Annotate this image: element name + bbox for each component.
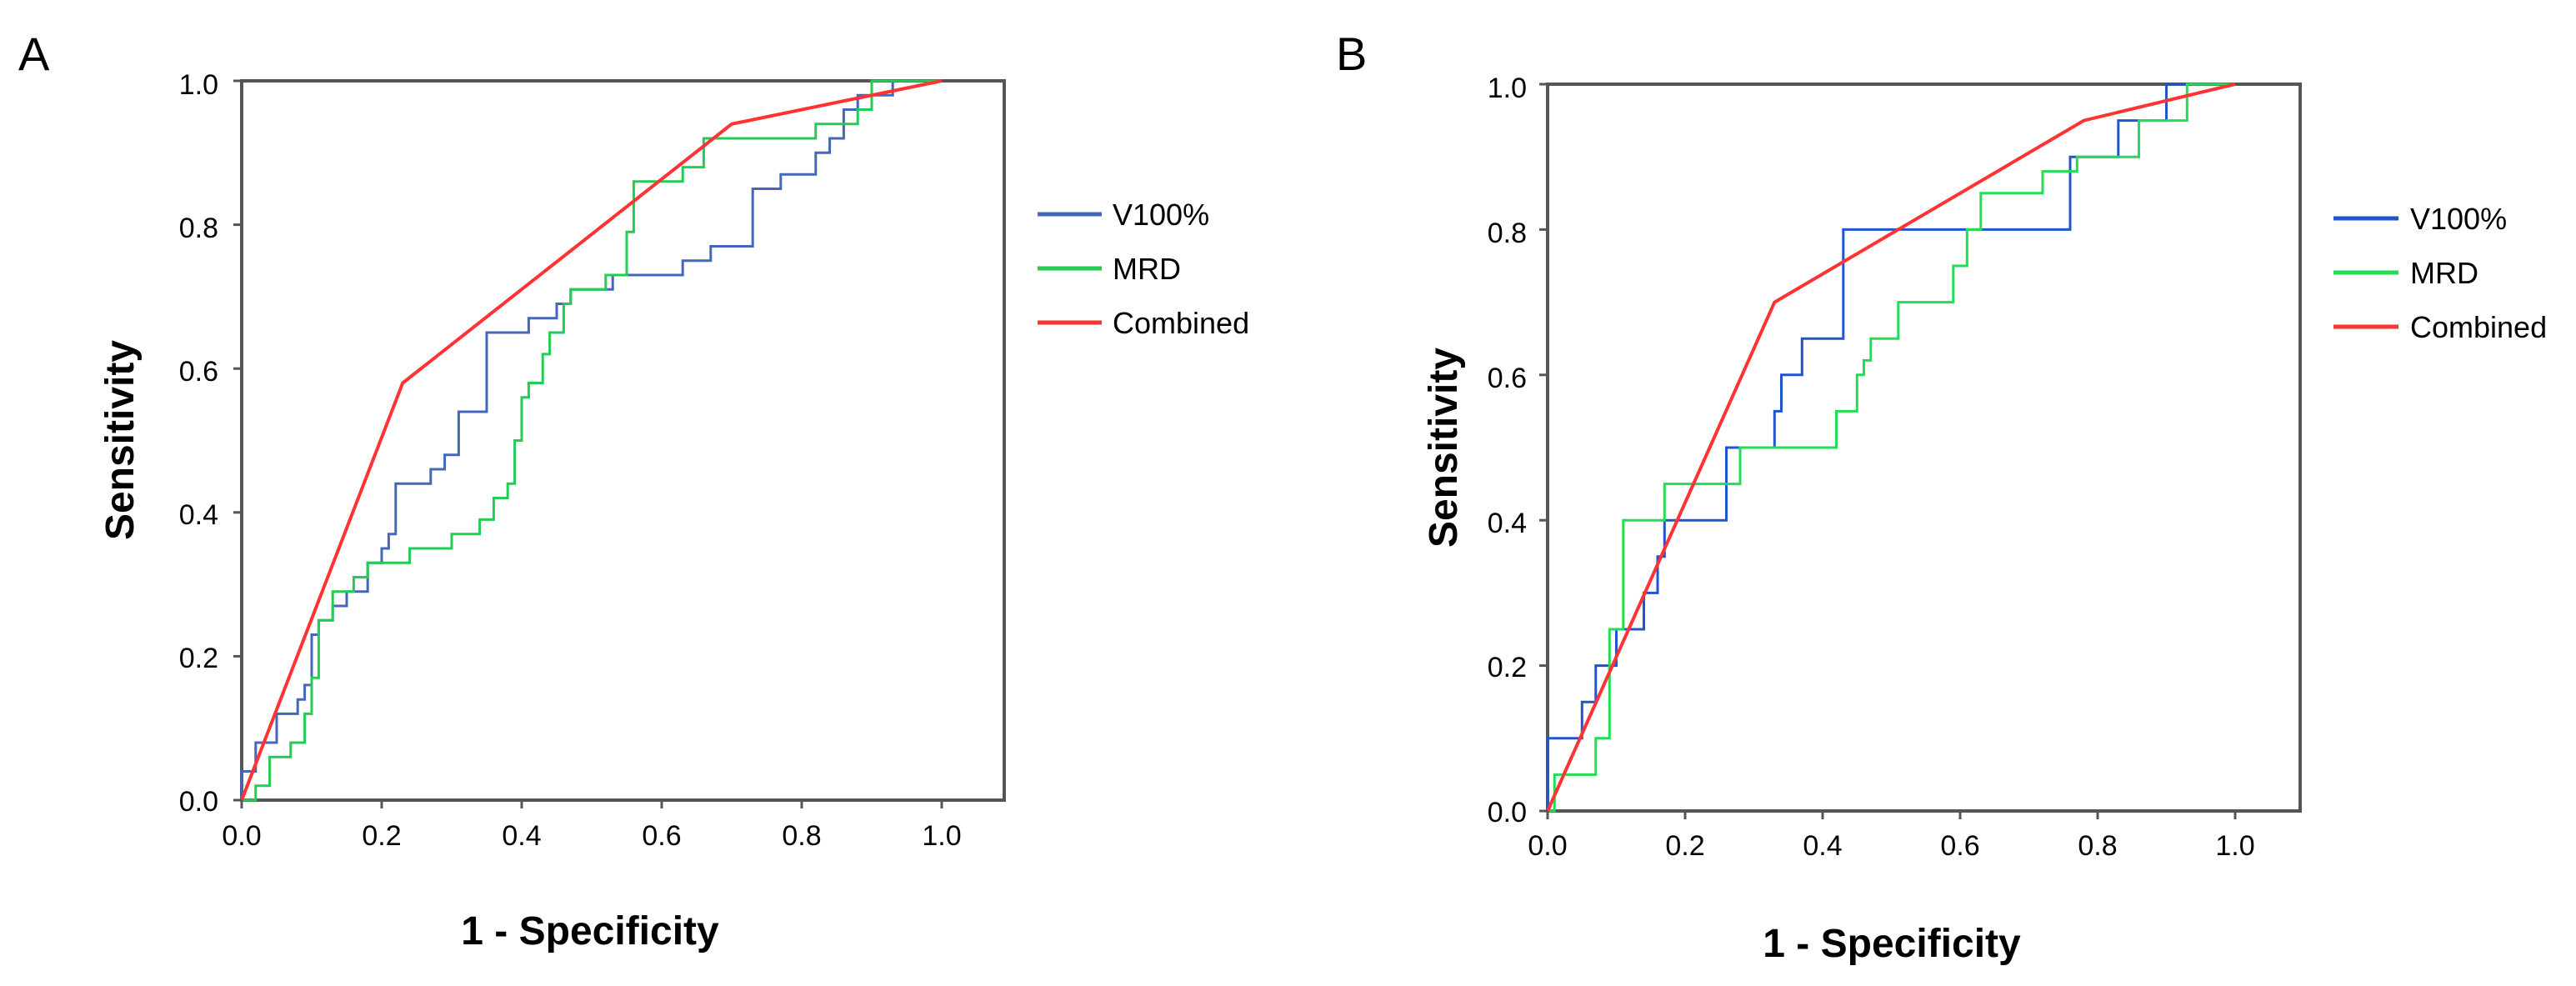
panel-b-x-tick-label: 1.0	[2215, 830, 2254, 862]
panel-a-y-tick-label: 0.6	[179, 356, 218, 388]
panel-a-x-tick-label: 1.0	[922, 820, 961, 852]
panel-a-x-axis-title: 1 - Specificity	[461, 909, 719, 953]
panel-a-legend: V100% MRD Combined	[1038, 198, 1249, 340]
panel-b-x-tick-label: 0.0	[1528, 830, 1567, 862]
panel-a-x-tick-label: 0.2	[362, 820, 401, 852]
panel-a-x-tick-label: 0.6	[642, 820, 681, 852]
panel-b-legend: V100% MRD Combined	[2333, 202, 2547, 344]
panel-b-y-tick-label: 0.2	[1488, 652, 1527, 683]
panel-b-series-combined	[1546, 83, 2236, 812]
panel-b-legend-label-combined: Combined	[2410, 310, 2547, 344]
panel-b-legend-label-v100: V100%	[2410, 202, 2507, 236]
panel-a-y-tick-labels: 0.0 0.2 0.4 0.6 0.8 1.0	[179, 69, 218, 818]
panel-a: A 0.0 0.2 0.4 0.6 0.8 1.0 0.0 0.2 0.4 0.…	[18, 28, 1249, 953]
panel-b-x-tick-labels: 0.0 0.2 0.4 0.6 0.8 1.0	[1528, 830, 2254, 862]
panel-b-y-tick-label: 0.0	[1488, 797, 1527, 828]
panel-a-y-tick-label: 0.4	[179, 499, 218, 531]
panel-a-x-tick-label: 0.4	[502, 820, 541, 852]
panel-a-letter: A	[18, 28, 50, 80]
panel-b-y-tick-label: 0.4	[1488, 508, 1527, 539]
panel-a-legend-label-combined: Combined	[1113, 306, 1249, 340]
panel-b-series-v100	[1546, 83, 2235, 811]
panel-a-y-tick-label: 0.0	[179, 786, 218, 818]
panel-a-plot-frame	[240, 79, 1006, 802]
panel-b-y-tick-label: 0.8	[1488, 218, 1527, 249]
panel-a-y-tick-label: 1.0	[179, 69, 218, 101]
panel-b-y-tick-label: 0.6	[1488, 363, 1527, 394]
panel-a-x-tick-label: 0.0	[222, 820, 261, 852]
panel-b-y-tick-label: 1.0	[1488, 73, 1527, 104]
panel-a-x-tick-label: 0.8	[782, 820, 821, 852]
panel-a-legend-label-mrd: MRD	[1113, 252, 1181, 286]
panel-a-x-tick-labels: 0.0 0.2 0.4 0.6 0.8 1.0	[222, 820, 961, 852]
panel-b-series-mrd	[1548, 83, 2235, 813]
panel-a-ticks	[233, 79, 943, 808]
panel-a-series-combined	[240, 79, 943, 801]
panel-a-y-tick-label: 0.8	[179, 213, 218, 244]
panel-b-plot-area	[1546, 83, 2236, 813]
panel-b-x-tick-label: 0.8	[2078, 830, 2117, 862]
panel-b-x-tick-label: 0.6	[1940, 830, 1979, 862]
panel-b-letter: B	[1336, 28, 1367, 80]
panel-b: B 0.0 0.2 0.4 0.6 0.8 1.0 0.0 0.2 0.4 0.…	[1336, 28, 2547, 966]
panel-b-x-tick-label: 0.2	[1665, 830, 1704, 862]
panel-b-x-tick-label: 0.4	[1803, 830, 1842, 862]
panel-a-plot-area	[240, 79, 943, 802]
panel-b-y-tick-labels: 0.0 0.2 0.4 0.6 0.8 1.0	[1488, 73, 1527, 828]
panel-a-legend-label-v100: V100%	[1113, 198, 1209, 232]
panel-b-x-axis-title: 1 - Specificity	[1763, 922, 2021, 966]
panel-a-y-axis-title: Sensitivity	[98, 340, 143, 540]
panel-b-y-axis-title: Sensitivity	[1422, 348, 1466, 548]
panel-b-plot-frame	[1546, 83, 2302, 813]
panel-a-series-mrd	[242, 79, 942, 802]
panel-b-ticks	[1539, 83, 2237, 819]
panel-b-legend-label-mrd: MRD	[2410, 256, 2478, 290]
panel-a-y-tick-label: 0.2	[179, 643, 218, 674]
